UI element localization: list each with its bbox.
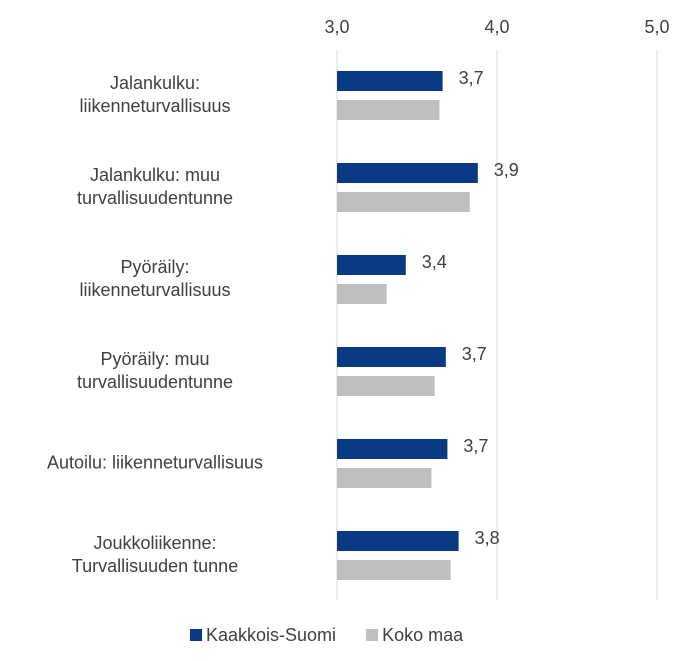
bar — [337, 560, 451, 580]
category-label: Jalankulku: muu turvallisuudentunne — [76, 165, 234, 208]
category-label: Pyöräily: muu turvallisuudentunne — [76, 349, 234, 392]
value-label: 3,7 — [462, 344, 487, 364]
legend-label: Koko maa — [382, 625, 464, 645]
bar — [337, 163, 478, 183]
x-tick-label: 5,0 — [644, 17, 669, 37]
legend-swatch — [190, 629, 202, 641]
bar — [337, 71, 443, 91]
x-tick-label: 4,0 — [484, 17, 509, 37]
value-label: 3,9 — [494, 160, 519, 180]
bar — [337, 100, 440, 120]
category-label: Jalankulku: liikenneturvallisuus — [79, 73, 231, 116]
value-label: 3,7 — [459, 68, 484, 88]
legend-swatch — [366, 629, 379, 641]
value-label: 3,7 — [463, 436, 488, 456]
value-label: 3,4 — [422, 252, 447, 272]
legend-label: Kaakkois-Suomi — [206, 625, 336, 645]
bar — [337, 531, 459, 551]
category-label: Autoilu: liikenneturvallisuus — [46, 452, 264, 473]
bar — [337, 347, 446, 367]
category-label: Joukkoliikenne: Turvallisuuden tunne — [71, 533, 239, 576]
x-tick-label: 3,0 — [324, 17, 349, 37]
bar — [337, 439, 448, 459]
bar — [337, 284, 387, 304]
bar — [337, 468, 432, 488]
value-label: 3,8 — [475, 528, 500, 548]
bar — [337, 376, 435, 396]
bar — [337, 255, 406, 275]
bar — [337, 192, 470, 212]
category-label: Pyöräily: liikenneturvallisuus — [79, 257, 231, 300]
